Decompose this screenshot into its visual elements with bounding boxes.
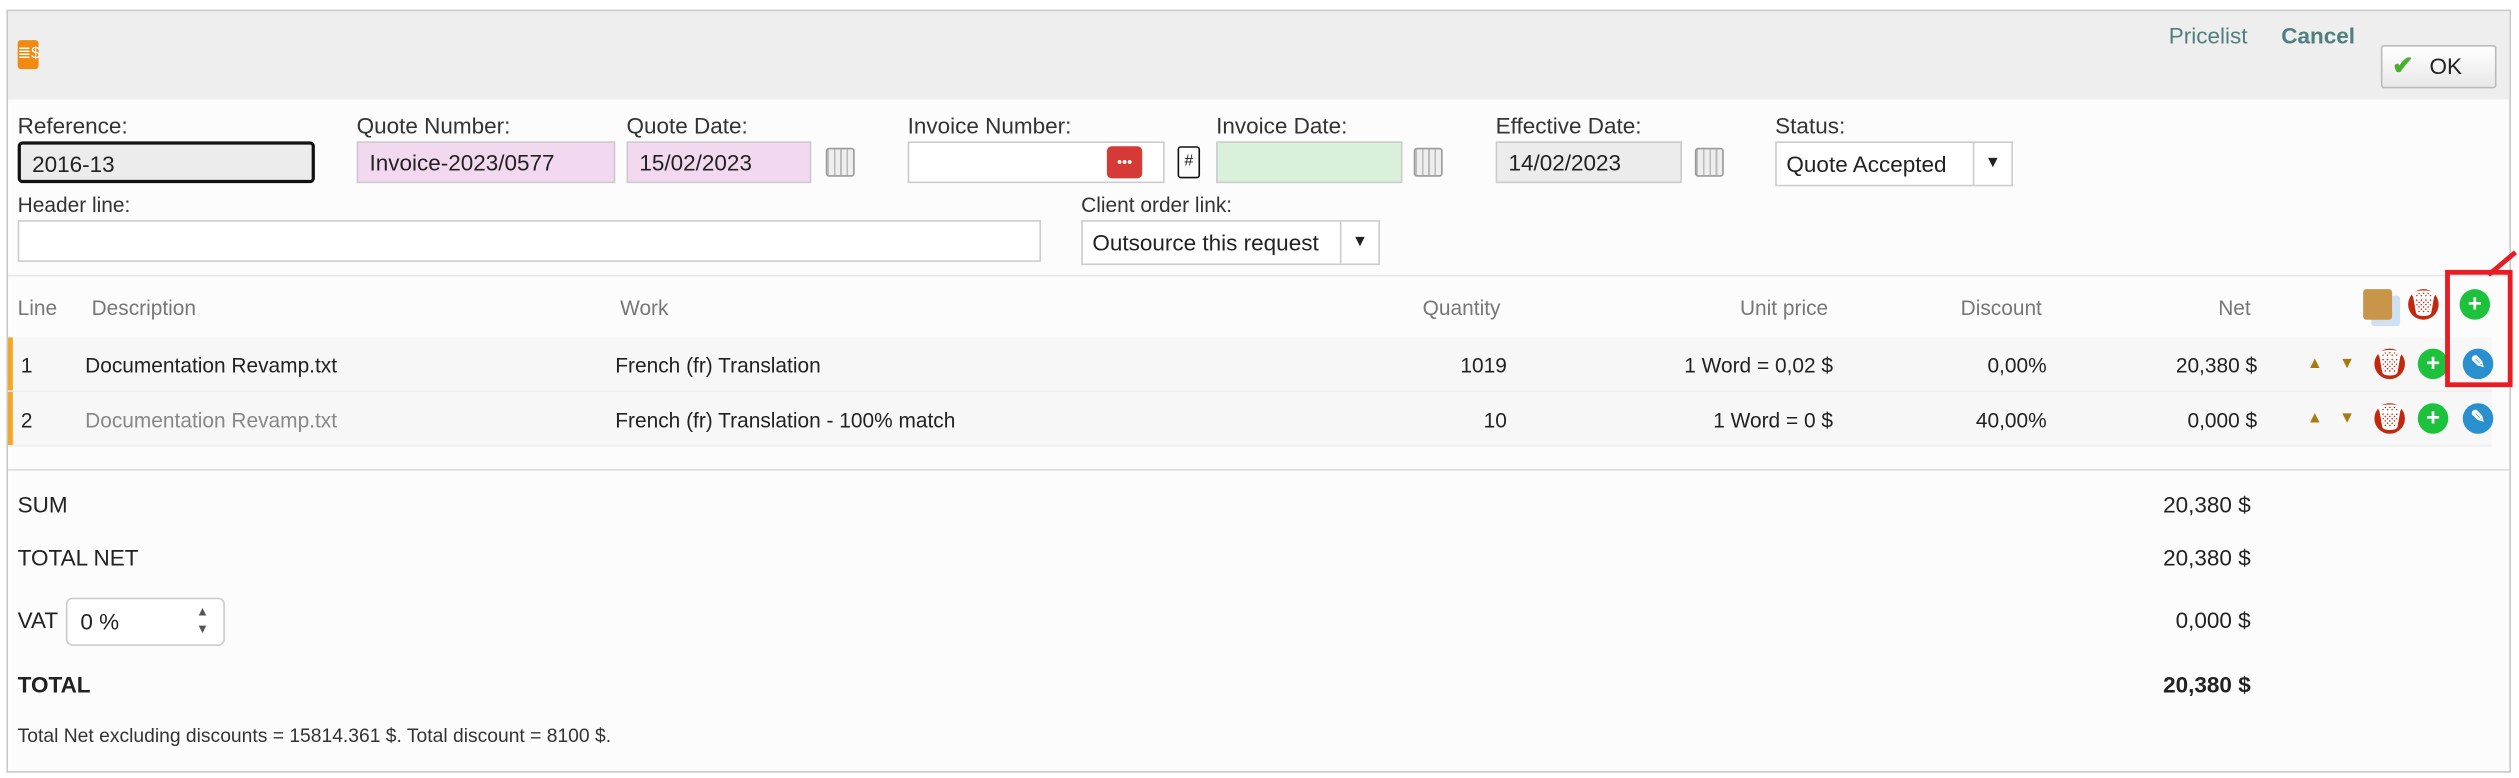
row-marker — [8, 391, 13, 446]
paste-icon[interactable] — [2363, 289, 2393, 320]
cell-line: 2 — [20, 408, 33, 433]
quote-date-label: Quote Date: — [626, 112, 748, 139]
divider — [8, 469, 2510, 471]
divider — [8, 274, 2510, 277]
cancel-link[interactable]: Cancel — [2281, 22, 2356, 49]
calendar-icon[interactable] — [1413, 147, 1443, 177]
col-work: Work — [620, 295, 669, 320]
ok-label: OK — [2429, 53, 2463, 79]
cell-work: French (fr) Translation — [615, 353, 821, 378]
cell-line: 1 — [20, 353, 33, 378]
vat-value: 0 % — [80, 608, 120, 635]
cell-net: 0,000 $ — [2187, 408, 2258, 433]
quote-number-input[interactable]: Invoice-2023/0577 — [356, 141, 616, 184]
total-label: TOTAL — [17, 671, 91, 698]
move-up-icon[interactable]: ▲ — [2306, 409, 2323, 428]
status-label: Status: — [1775, 112, 1846, 139]
effective-date-label: Effective Date: — [1495, 112, 1642, 139]
chevron-down-icon: ▼ — [1972, 142, 2012, 185]
cell-discount: 40,00% — [1975, 408, 2047, 433]
cell-unit-price: 1 Word = 0,02 $ — [1684, 353, 1834, 378]
sum-value: 20,380 $ — [2163, 491, 2251, 518]
add-line-icon[interactable]: + — [2417, 348, 2449, 380]
delete-line-icon[interactable]: 🗑 — [2374, 403, 2406, 434]
reference-input[interactable]: 2016-13 — [17, 141, 315, 184]
calendar-icon[interactable] — [825, 147, 855, 177]
calendar-icon[interactable] — [1694, 147, 1724, 177]
invoice-date-input[interactable] — [1216, 141, 1403, 184]
client-order-link-label: Client order link: — [1081, 192, 1233, 217]
col-quantity: Quantity — [1422, 295, 1501, 320]
edit-pencil-icon[interactable]: ✎ — [2462, 403, 2494, 434]
ok-button[interactable]: ✔ OK — [2380, 44, 2497, 89]
header-line-input[interactable] — [17, 220, 1042, 262]
client-order-link-value: Outsource this request — [1092, 229, 1319, 256]
vat-amount: 0,000 $ — [2175, 607, 2251, 633]
col-description: Description — [91, 295, 197, 320]
pricelist-link[interactable]: Pricelist — [2168, 22, 2248, 49]
vat-input[interactable]: 0 % ▲ ▼ — [65, 597, 225, 646]
cell-quantity: 10 — [1483, 408, 1507, 433]
quote-date-input[interactable]: 15/02/2023 — [626, 141, 812, 184]
client-order-link-select[interactable]: Outsource this request ▼ — [1081, 220, 1380, 266]
status-value: Quote Accepted — [1786, 151, 1947, 177]
total-value: 20,380 $ — [2163, 671, 2251, 698]
move-down-icon[interactable]: ▼ — [2339, 355, 2355, 373]
col-unit-price: Unit price — [1739, 295, 1829, 320]
cell-quantity: 1019 — [1460, 353, 1507, 378]
cell-unit-price: 1 Word = 0 $ — [1713, 408, 1834, 433]
generate-number-button[interactable]: ••• — [1106, 146, 1143, 179]
delete-all-icon[interactable]: 🗑 — [2408, 289, 2439, 320]
chevron-down-icon: ▼ — [1339, 221, 1379, 264]
edit-pencil-icon[interactable]: ✎ — [2462, 348, 2494, 380]
header-line-label: Header line: — [17, 192, 131, 217]
invoice-dollar-icon: ≣$ — [17, 40, 40, 70]
spinner-icon[interactable]: ▲ ▼ — [196, 604, 209, 637]
effective-date-input[interactable]: 14/02/2023 — [1495, 141, 1683, 184]
quote-number-label: Quote Number: — [356, 112, 511, 139]
cell-discount: 0,00% — [1987, 353, 2047, 378]
invoice-date-label: Invoice Date: — [1216, 112, 1348, 139]
cell-net: 20,380 $ — [2175, 353, 2258, 378]
move-down-icon[interactable]: ▼ — [2339, 409, 2355, 428]
sum-label: SUM — [17, 491, 68, 518]
col-discount: Discount — [1960, 295, 2042, 320]
row-marker — [8, 337, 13, 391]
add-line-icon[interactable]: + — [2459, 289, 2491, 320]
total-net-label: TOTAL NET — [17, 544, 139, 571]
hash-icon[interactable]: # — [1177, 146, 1201, 179]
checkmark-icon: ✔ — [2392, 53, 2414, 81]
vat-label: VAT — [17, 607, 59, 633]
cell-description: Documentation Revamp.txt — [85, 408, 338, 433]
col-line: Line — [17, 295, 58, 320]
reference-label: Reference: — [17, 112, 128, 139]
table-row: 1 Documentation Revamp.txt French (fr) T… — [8, 337, 2494, 392]
cell-work: French (fr) Translation - 100% match — [615, 408, 956, 433]
move-up-icon[interactable]: ▲ — [2306, 355, 2323, 373]
add-line-icon[interactable]: + — [2417, 403, 2449, 434]
delete-line-icon[interactable]: 🗑 — [2374, 348, 2406, 380]
status-select[interactable]: Quote Accepted ▼ — [1775, 141, 2013, 187]
total-net-value: 20,380 $ — [2163, 544, 2251, 571]
table-row: 2 Documentation Revamp.txt French (fr) T… — [8, 391, 2494, 447]
cell-description: Documentation Revamp.txt — [85, 353, 338, 378]
panel-header — [8, 11, 2510, 100]
discount-note: Total Net excluding discounts = 15814.36… — [17, 724, 612, 748]
highlight-box — [2445, 269, 2513, 388]
invoice-number-label: Invoice Number: — [907, 112, 1072, 139]
col-net: Net — [2218, 295, 2251, 320]
